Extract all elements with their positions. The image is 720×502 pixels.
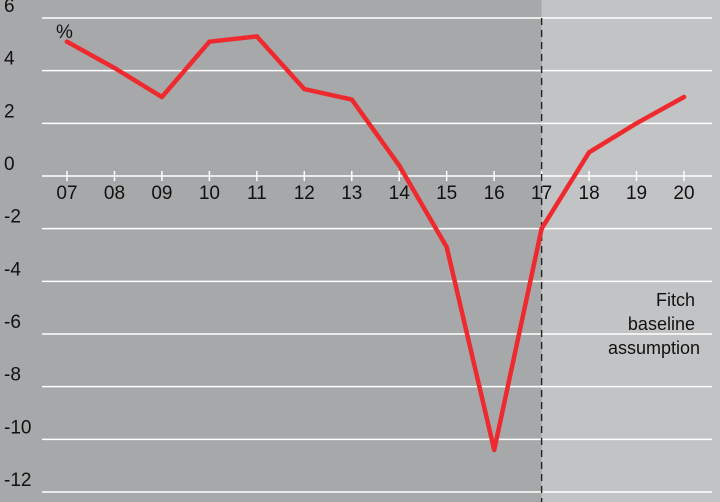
data-point <box>349 97 354 102</box>
data-point <box>397 163 402 168</box>
data-point <box>539 226 544 231</box>
y-tick-label: 2 <box>4 101 15 122</box>
data-point <box>491 447 497 453</box>
data-point <box>302 86 307 92</box>
data-point <box>207 39 212 44</box>
annotation-line-3: assumption <box>608 338 700 358</box>
x-tick-label: 08 <box>104 183 125 204</box>
forecast-shaded-region <box>541 0 720 502</box>
x-tick-label: 17 <box>531 183 552 204</box>
y-tick-label: 0 <box>4 154 15 175</box>
y-tick-label: -10 <box>4 417 31 438</box>
x-tick-label: 16 <box>484 183 505 204</box>
y-axis-unit-label: % <box>56 22 73 43</box>
x-tick-label: 07 <box>56 183 77 204</box>
data-point <box>681 94 687 100</box>
series-line-0 <box>64 34 687 453</box>
x-tick-label: 15 <box>436 183 457 204</box>
x-axis-tick-labels: 07 08 09 10 11 12 13 14 15 16 17 18 19 20 <box>56 183 694 204</box>
annotation-line-2: baseline <box>628 314 695 334</box>
x-tick-label: 19 <box>626 183 647 204</box>
y-tick-label: -12 <box>4 470 31 491</box>
y-tick-label: -6 <box>4 312 21 333</box>
x-tick-label: 12 <box>294 183 315 204</box>
grid-lines <box>42 17 712 493</box>
data-point <box>444 244 449 250</box>
x-tick-label: 11 <box>247 183 267 204</box>
y-tick-label: 4 <box>4 49 15 70</box>
data-point <box>254 34 260 39</box>
data-point <box>634 121 639 126</box>
y-tick-label: -4 <box>4 259 21 280</box>
x-tick-label: 20 <box>673 183 694 204</box>
annotation-line-1: Fitch <box>656 290 695 310</box>
y-tick-label: -2 <box>4 207 21 228</box>
data-point <box>64 39 70 44</box>
y-axis-tick-labels: 6 4 2 0 -2 -4 -6 -8 -10 -12 <box>4 0 31 491</box>
x-tick-label: 14 <box>389 183 411 204</box>
data-point <box>159 94 165 100</box>
series-layer <box>64 34 687 453</box>
data-point <box>112 65 117 71</box>
data-point <box>586 150 592 155</box>
y-tick-label: -8 <box>4 365 21 386</box>
x-tick-label: 10 <box>199 183 220 204</box>
x-tick-label: 13 <box>341 183 362 204</box>
forecast-annotation: Fitch baseline assumption <box>608 290 700 358</box>
x-tick-label: 18 <box>579 183 600 204</box>
x-tick-label: 09 <box>151 183 172 204</box>
y-tick-label: 6 <box>4 0 15 17</box>
